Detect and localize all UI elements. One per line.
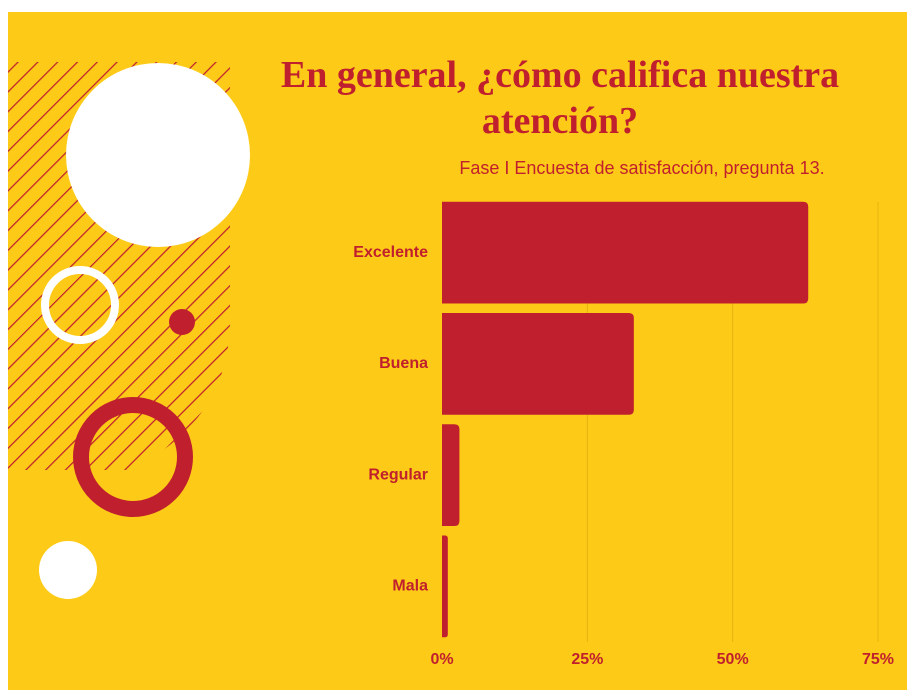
ring-decoration [41,266,119,344]
y-tick-label: Regular [368,466,428,483]
bar [442,201,809,304]
y-tick-label: Buena [379,355,428,372]
bar [442,424,460,527]
x-tick-label: 75% [862,651,894,668]
chart-subtitle: Fase I Encuesta de satisfacción, pregunt… [459,158,825,178]
bar [442,312,634,415]
dot-decoration [169,309,195,335]
circle-decoration [66,63,250,247]
ring-decoration [73,397,193,517]
plot: 0% 25% 50% 75% Excelente Buena Regular Mala [353,201,894,668]
x-tick-label: 0% [430,651,453,668]
bar [442,535,448,638]
circle-decoration [39,541,97,599]
y-tick-label: Excelente [353,244,428,261]
chart-title: En general, ¿cómo califica nuestra atenc… [280,54,840,142]
x-tick-label: 25% [571,651,603,668]
x-tick-label: 50% [717,651,749,668]
y-tick-label: Mala [392,578,428,595]
